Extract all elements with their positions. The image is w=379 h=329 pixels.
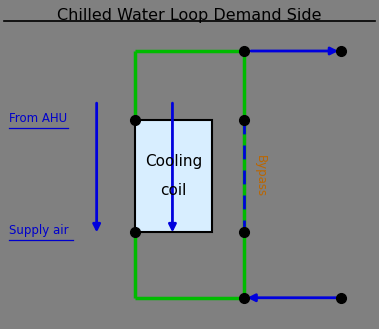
Text: Cooling: Cooling xyxy=(145,154,202,169)
Text: Bypass: Bypass xyxy=(254,155,267,197)
Bar xyxy=(135,120,212,232)
Text: Chilled Water Loop Demand Side: Chilled Water Loop Demand Side xyxy=(57,8,322,23)
Text: From AHU: From AHU xyxy=(9,112,67,125)
Text: coil: coil xyxy=(160,183,186,198)
Text: Supply air: Supply air xyxy=(9,224,69,237)
